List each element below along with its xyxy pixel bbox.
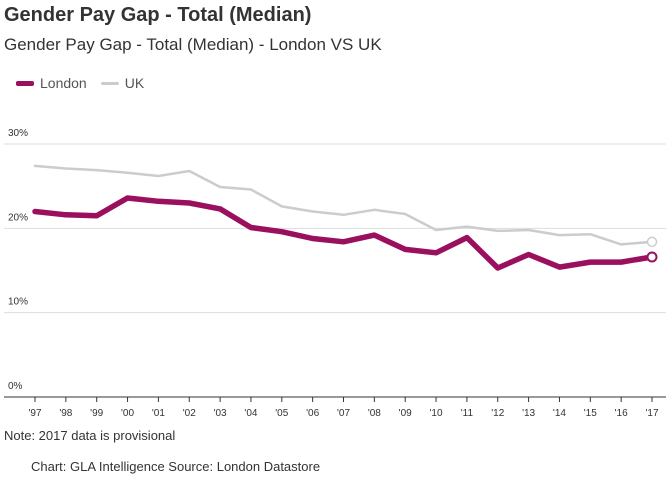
x-tick-label: '15: [584, 408, 597, 419]
chart-credits: Chart: GLA Intelligence Source: London D…: [31, 459, 321, 474]
x-tick-label: '09: [399, 408, 412, 419]
end-marker-uk: [646, 236, 658, 248]
x-tick-label: '13: [522, 408, 535, 419]
x-tick-label: '14: [553, 408, 566, 419]
x-tick-label: '98: [59, 408, 72, 419]
x-tick-label: '08: [368, 408, 381, 419]
chart-title: Gender Pay Gap - Total (Median): [4, 4, 312, 26]
x-tick-label: '03: [214, 408, 227, 419]
x-tick-label: '05: [275, 408, 288, 419]
end-marker-london: [646, 251, 658, 263]
series-line-uk: [33, 164, 654, 246]
x-tick-label: '16: [615, 408, 628, 419]
x-tick-label: '97: [28, 408, 41, 419]
x-tick-label: '00: [121, 408, 134, 419]
y-tick-label: 20%: [8, 212, 28, 223]
y-tick-label: 0%: [8, 381, 23, 392]
x-tick-label: '07: [337, 408, 350, 419]
x-tick-label: '10: [430, 408, 443, 419]
legend-label-london: London: [40, 75, 87, 91]
chart-subtitle: Gender Pay Gap - Total (Median) - London…: [4, 35, 382, 54]
legend-swatch-london: [16, 80, 34, 86]
legend-item-london[interactable]: London: [16, 75, 87, 91]
x-tick-label: '99: [90, 408, 103, 419]
x-tick-label: '04: [244, 408, 257, 419]
chart-note: Note: 2017 data is provisional: [4, 428, 176, 443]
x-tick-label: '06: [306, 408, 319, 419]
legend-label-uk: UK: [124, 75, 145, 91]
series-line-london: [32, 195, 655, 271]
x-tick-label: '17: [645, 408, 658, 419]
x-tick-label: '12: [491, 408, 504, 419]
legend-swatch-uk: [100, 81, 119, 85]
legend-item-uk[interactable]: UK: [100, 75, 145, 91]
x-tick-label: '01: [152, 408, 165, 419]
y-tick-label: 30%: [8, 128, 28, 139]
legend: London UK: [16, 75, 158, 91]
y-tick-label: 10%: [8, 297, 28, 308]
x-tick-label: '02: [183, 408, 196, 419]
x-tick-label: '11: [461, 408, 474, 419]
